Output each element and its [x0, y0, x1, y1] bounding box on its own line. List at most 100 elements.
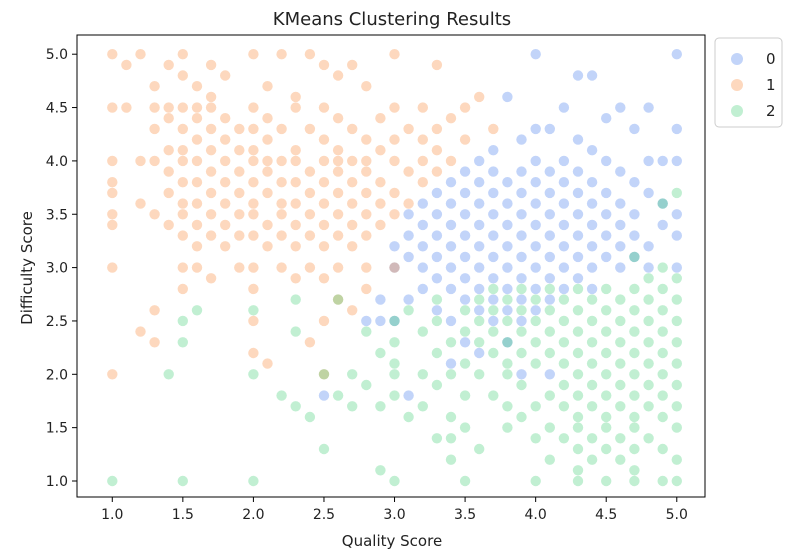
data-point-cluster-0 — [417, 241, 428, 252]
data-point-cluster-2 — [474, 315, 485, 327]
data-point-cluster-1 — [163, 59, 174, 71]
y-axis-label: Difficulty Score — [18, 211, 36, 325]
data-point-cluster-1 — [332, 230, 344, 241]
data-point-cluster-0 — [586, 70, 598, 81]
data-point-cluster-2 — [671, 187, 682, 199]
data-point-cluster-2 — [431, 379, 443, 391]
data-point-cluster-0 — [643, 262, 654, 273]
data-point-cluster-2 — [671, 315, 682, 327]
data-point-cluster-1 — [445, 155, 457, 167]
data-point-cluster-1 — [220, 70, 231, 81]
data-point-cluster-0 — [558, 262, 570, 273]
data-point-cluster-2 — [671, 454, 682, 465]
data-point-cluster-1 — [318, 241, 330, 252]
data-point-cluster-2 — [332, 390, 344, 401]
data-point-cluster-1 — [332, 155, 344, 167]
data-point-cluster-1 — [375, 198, 386, 209]
data-point-cluster-1 — [177, 177, 188, 188]
data-point-cluster-2 — [488, 326, 499, 337]
data-point-cluster-2 — [248, 369, 259, 380]
data-point-cluster-0 — [488, 315, 499, 327]
data-point-cluster-1 — [276, 209, 287, 220]
data-point-cluster-2 — [601, 305, 612, 316]
data-point-cluster-1 — [276, 177, 287, 188]
data-point-cluster-2 — [671, 401, 682, 412]
data-point-cluster-2 — [417, 326, 428, 337]
data-point-cluster-0 — [431, 209, 443, 220]
data-point-cluster-0 — [502, 177, 513, 188]
data-point-cluster-1 — [248, 198, 259, 209]
data-point-cluster-1 — [361, 283, 372, 295]
data-point-cluster-2 — [177, 475, 188, 487]
data-point-cluster-2 — [629, 347, 640, 359]
data-point-cluster-2 — [332, 294, 344, 305]
data-point-cluster-0 — [502, 283, 513, 295]
data-point-cluster-0 — [615, 241, 626, 252]
data-point-cluster-0 — [488, 273, 499, 284]
data-point-cluster-1 — [220, 134, 231, 145]
data-point-cluster-0 — [615, 102, 626, 113]
data-point-cluster-2 — [459, 305, 471, 316]
data-point-cluster-2 — [389, 369, 400, 380]
data-point-cluster-0 — [389, 241, 400, 252]
data-point-cluster-2 — [572, 305, 584, 316]
data-point-cluster-1 — [107, 209, 118, 220]
data-point-cluster-1 — [459, 102, 471, 113]
data-point-cluster-2 — [657, 283, 668, 295]
data-point-cluster-2 — [445, 433, 457, 444]
x-axis-label: Quality Score — [342, 532, 442, 550]
data-point-cluster-1 — [332, 187, 344, 199]
data-point-cluster-0 — [586, 145, 598, 156]
data-point-cluster-2 — [502, 337, 513, 348]
data-point-cluster-2 — [290, 326, 301, 337]
data-point-cluster-2 — [304, 411, 316, 423]
data-point-cluster-0 — [544, 369, 555, 380]
data-point-cluster-1 — [290, 102, 301, 113]
data-point-cluster-2 — [276, 390, 287, 401]
x-tick-label: 4.0 — [525, 507, 547, 523]
legend-label-1: 1 — [766, 76, 776, 94]
data-point-cluster-0 — [375, 315, 386, 327]
data-point-cluster-0 — [474, 219, 485, 231]
data-point-cluster-1 — [149, 155, 160, 167]
data-point-cluster-2 — [572, 443, 584, 455]
data-point-cluster-2 — [459, 358, 471, 369]
data-point-cluster-2 — [671, 273, 682, 284]
data-point-cluster-1 — [389, 49, 400, 60]
data-point-cluster-0 — [629, 177, 640, 188]
y-tick-label: 4.5 — [46, 101, 68, 117]
x-tick-label: 1.0 — [101, 507, 123, 523]
data-point-cluster-0 — [544, 187, 555, 199]
data-point-cluster-2 — [163, 369, 174, 380]
data-point-cluster-1 — [107, 369, 118, 380]
data-point-cluster-1 — [361, 262, 372, 273]
data-point-cluster-0 — [601, 187, 612, 199]
x-tick-label: 3.5 — [454, 507, 476, 523]
data-point-cluster-1 — [332, 145, 344, 156]
data-point-cluster-2 — [586, 454, 598, 465]
x-tick-label: 4.5 — [595, 507, 617, 523]
data-point-cluster-0 — [601, 155, 612, 167]
data-point-cluster-2 — [544, 347, 555, 359]
data-point-cluster-0 — [459, 209, 471, 220]
data-point-cluster-2 — [502, 358, 513, 369]
data-point-cluster-0 — [572, 134, 584, 145]
data-point-cluster-1 — [121, 59, 132, 71]
data-point-cluster-2 — [643, 315, 654, 327]
data-point-cluster-2 — [488, 347, 499, 359]
data-point-cluster-1 — [318, 177, 330, 188]
data-point-cluster-1 — [107, 155, 118, 167]
data-point-cluster-2 — [615, 433, 626, 444]
data-point-cluster-0 — [671, 262, 682, 273]
data-point-cluster-0 — [445, 219, 457, 231]
data-point-cluster-1 — [205, 59, 217, 71]
data-point-cluster-2 — [657, 347, 668, 359]
x-tick-label: 1.5 — [172, 507, 194, 523]
data-point-cluster-2 — [629, 369, 640, 380]
y-tick-label: 3.5 — [46, 207, 68, 223]
y-tick-label: 5.0 — [46, 47, 68, 63]
legend-box — [714, 37, 783, 128]
data-point-cluster-1 — [163, 145, 174, 156]
data-point-cluster-1 — [290, 145, 301, 156]
data-point-cluster-1 — [389, 155, 400, 167]
